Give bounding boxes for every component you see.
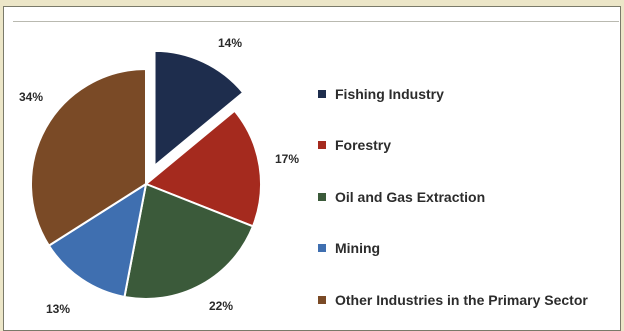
pie-slice-oil-and-gas-extraction [123, 182, 255, 300]
legend-label: Oil and Gas Extraction [335, 188, 486, 205]
legend-label: Other Industries in the Primary Sector [335, 291, 588, 308]
legend-label: Fishing Industry [335, 85, 444, 102]
pie-slice-other-industries-in-the-primary-sector [30, 67, 147, 248]
panel-top-rule [13, 21, 619, 22]
data-label-oil-and-gas-extraction: 22% [209, 299, 233, 313]
pie-slices [30, 49, 262, 300]
chart-legend: Fishing Industry Forestry Oil and Gas Extr… [318, 68, 588, 326]
legend-label: Forestry [335, 137, 392, 154]
legend-item: Oil and Gas Extraction [318, 171, 588, 223]
legend-swatch [318, 89, 326, 98]
legend-item: Fishing Industry [318, 68, 588, 120]
data-label-fishing-industry: 14% [218, 36, 242, 50]
data-label-forestry: 17% [275, 152, 299, 166]
legend-item: Forestry [318, 120, 588, 172]
data-label-other-industries-in-the-primary-sector: 34% [19, 90, 43, 104]
legend-item: Other Industries in the Primary Sector [318, 274, 588, 326]
pie-slice-fishing-industry [153, 49, 245, 169]
pie-slice-forestry [144, 109, 262, 228]
legend-swatch [318, 192, 326, 201]
pie-slice-mining [47, 181, 148, 299]
pie-labels: 14% 17% 22% 13% 34% [19, 36, 299, 316]
legend-swatch [318, 295, 326, 304]
legend-label: Mining [335, 240, 381, 257]
legend-item: Mining [318, 223, 588, 275]
data-label-mining: 13% [46, 302, 70, 316]
legend-swatch [318, 244, 326, 253]
legend-swatch [318, 141, 326, 150]
